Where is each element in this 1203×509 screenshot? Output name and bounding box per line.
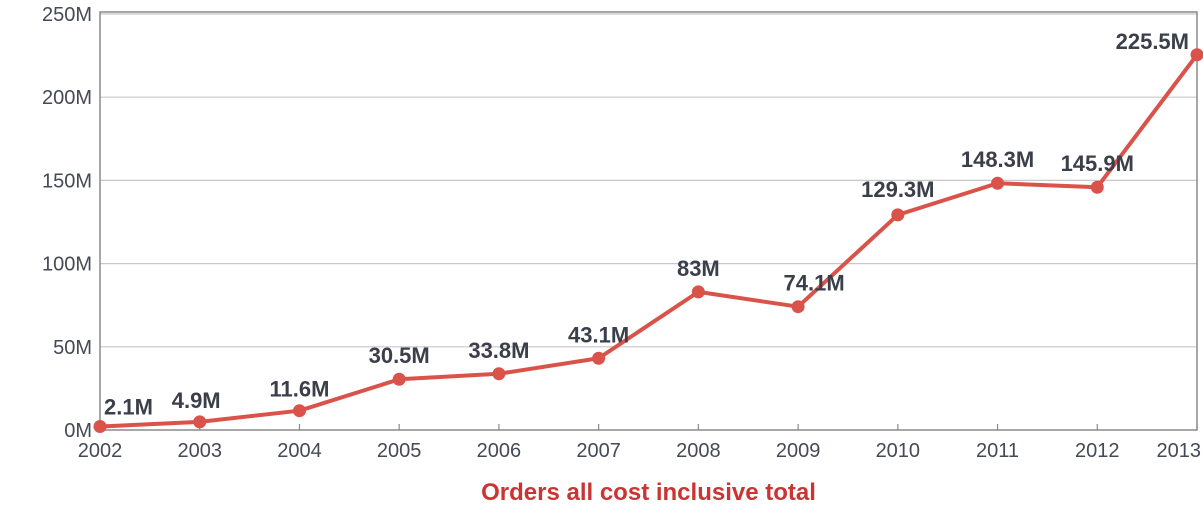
data-point [292, 404, 306, 418]
data-label: 2.1M [104, 395, 153, 420]
data-point [492, 367, 506, 381]
y-tick-label: 150M [42, 170, 92, 192]
x-tick-label: 2008 [676, 440, 721, 462]
data-label: 33.8M [468, 338, 529, 363]
x-tick-label: 2003 [177, 440, 222, 462]
grid [100, 13, 1197, 348]
data-label: 11.6M [269, 377, 329, 402]
x-tick-label: 2007 [576, 440, 621, 462]
data-point [93, 420, 107, 434]
data-point [891, 208, 905, 222]
x-tick-label: 2005 [377, 440, 422, 462]
y-tick-label: 200M [42, 87, 92, 109]
x-tick-label: 2012 [1075, 440, 1120, 462]
data-labels: 2.1M 4.9M 11.6M 30.5M 33.8M 43.1M 83M 74.1M 129.… [104, 29, 1189, 420]
x-tick-label: 2011 [976, 440, 1019, 462]
x-axis-title: Orders all cost inclusive total [481, 479, 816, 506]
plot-frame [99, 11, 1198, 431]
x-tick-label: 2013 [1157, 440, 1202, 462]
data-point [592, 351, 606, 365]
y-axis: 0M 50M 100M 150M 200M 250M [42, 4, 92, 442]
data-point [791, 300, 805, 314]
data-label: 225.5M [1116, 29, 1189, 54]
series [93, 48, 1203, 434]
x-tick-label: 2010 [876, 440, 921, 462]
data-label: 145.9M [1061, 151, 1134, 176]
y-tick-label: 100M [42, 254, 92, 276]
data-point [193, 415, 207, 429]
x-tick-label: 2006 [477, 440, 522, 462]
data-point [1190, 48, 1203, 62]
data-point [392, 372, 406, 386]
x-tick-label: 2004 [277, 440, 322, 462]
data-label: 83M [677, 256, 720, 281]
data-label: 148.3M [961, 147, 1034, 172]
x-tick-label: 2009 [776, 440, 821, 462]
data-label: 129.3M [861, 177, 934, 202]
x-axis: 2002 2003 2004 2005 2006 2007 2008 2009 2010 2011… [78, 424, 1201, 462]
data-label: 74.1M [784, 271, 845, 296]
data-point [991, 176, 1005, 190]
y-tick-label: 0M [64, 420, 92, 442]
data-label: 43.1M [568, 322, 629, 347]
data-label: 30.5M [369, 343, 430, 368]
data-label: 4.9M [172, 388, 221, 413]
y-tick-label: 50M [53, 337, 92, 359]
y-tick-label: 250M [42, 4, 92, 26]
data-point [691, 285, 705, 299]
data-point [1090, 180, 1104, 194]
series-line [99, 53, 1199, 429]
x-tick-label: 2002 [78, 440, 123, 462]
